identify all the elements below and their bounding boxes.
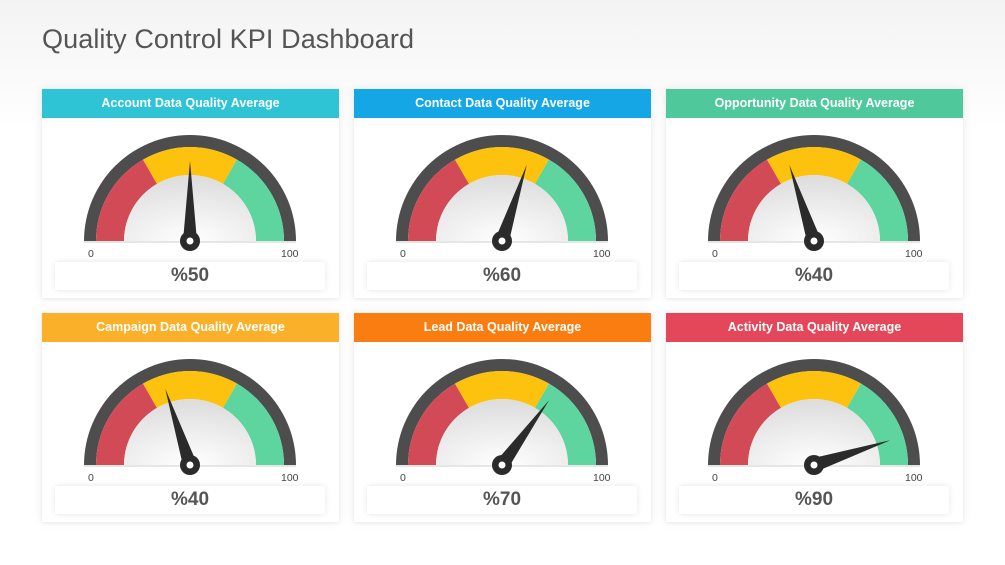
gauge-value-label: %40 <box>55 486 325 514</box>
gauge-needle-pin <box>186 461 194 469</box>
gauge-zone-green <box>535 383 596 465</box>
gauge-rim <box>84 359 296 465</box>
gauge-min-label: 0 <box>400 248 406 260</box>
gauge-value-label: %70 <box>367 486 637 514</box>
gauge-zone-green <box>847 159 908 241</box>
gauge-zone-green <box>847 383 908 465</box>
gauge-value-label: %60 <box>367 262 637 290</box>
gauge-max-label: 100 <box>281 472 299 484</box>
gauge-needle-pin <box>498 237 506 245</box>
gauge-chart <box>708 359 920 475</box>
kpi-card-activity: Activity Data Quality Average 0 100 %90 <box>666 313 963 522</box>
gauge-zone-red <box>408 159 469 241</box>
gauge-face <box>436 399 568 465</box>
card-header: Opportunity Data Quality Average <box>666 89 963 118</box>
gauge-zone-yellow <box>767 371 861 408</box>
gauge-zone-green <box>223 159 284 241</box>
kpi-card-lead: Lead Data Quality Average 0 100 %70 <box>354 313 651 522</box>
gauge-chart <box>708 135 920 251</box>
gauge-chart <box>84 359 296 475</box>
gauge-needle <box>495 164 527 244</box>
gauge-rim <box>396 135 608 241</box>
gauge-zone-yellow <box>455 371 549 408</box>
gauge-max-label: 100 <box>905 248 923 260</box>
kpi-card-contact: Contact Data Quality Average 0 100 %60 <box>354 89 651 298</box>
gauge-rim <box>84 135 296 241</box>
gauge-value-label: %40 <box>679 262 949 290</box>
gauge-rim <box>708 135 920 241</box>
gauge-chart <box>84 135 296 251</box>
gauge-face <box>748 399 880 465</box>
kpi-card-campaign: Campaign Data Quality Average 0 100 %40 <box>42 313 339 522</box>
gauge-needle <box>165 388 197 468</box>
gauge-face <box>124 399 256 465</box>
card-header: Activity Data Quality Average <box>666 313 963 342</box>
gauge-zone-red <box>720 159 781 241</box>
gauge-needle <box>789 164 821 244</box>
gauge-value-label: %90 <box>679 486 949 514</box>
gauge-rim <box>396 359 608 465</box>
gauge-zone-yellow <box>455 147 549 184</box>
gauge-zone-red <box>408 383 469 465</box>
gauge-rim <box>708 359 920 465</box>
gauge-needle-pin <box>810 461 818 469</box>
card-header: Contact Data Quality Average <box>354 89 651 118</box>
gauge-face <box>748 175 880 241</box>
gauge-face <box>436 175 568 241</box>
card-header: Account Data Quality Average <box>42 89 339 118</box>
gauge-needle-pin <box>810 237 818 245</box>
gauge-needle <box>811 440 891 472</box>
gauge-zone-green <box>535 159 596 241</box>
gauge-needle <box>183 161 197 241</box>
gauge-zone-green <box>223 383 284 465</box>
gauge-zone-red <box>96 159 157 241</box>
gauge-value-label: %50 <box>55 262 325 290</box>
gauge-zone-yellow <box>143 371 237 408</box>
gauge-needle <box>496 400 550 470</box>
gauge-needle-pin <box>186 237 194 245</box>
gauge-max-label: 100 <box>905 472 923 484</box>
gauge-chart <box>396 359 608 475</box>
gauge-max-label: 100 <box>593 248 611 260</box>
gauge-min-label: 0 <box>400 472 406 484</box>
gauge-min-label: 0 <box>88 248 94 260</box>
gauge-zone-yellow <box>767 147 861 184</box>
kpi-card-opportunity: Opportunity Data Quality Average 0 100 %… <box>666 89 963 298</box>
gauge-min-label: 0 <box>712 248 718 260</box>
kpi-card-account: Account Data Quality Average 0 100 %50 <box>42 89 339 298</box>
card-header: Lead Data Quality Average <box>354 313 651 342</box>
gauge-zone-red <box>96 383 157 465</box>
gauge-max-label: 100 <box>281 248 299 260</box>
card-header: Campaign Data Quality Average <box>42 313 339 342</box>
gauge-min-label: 0 <box>88 472 94 484</box>
gauge-needle-pin <box>498 461 506 469</box>
page-title: Quality Control KPI Dashboard <box>42 24 415 54</box>
gauge-zone-red <box>720 383 781 465</box>
gauge-max-label: 100 <box>593 472 611 484</box>
gauge-min-label: 0 <box>712 472 718 484</box>
gauge-chart <box>396 135 608 251</box>
